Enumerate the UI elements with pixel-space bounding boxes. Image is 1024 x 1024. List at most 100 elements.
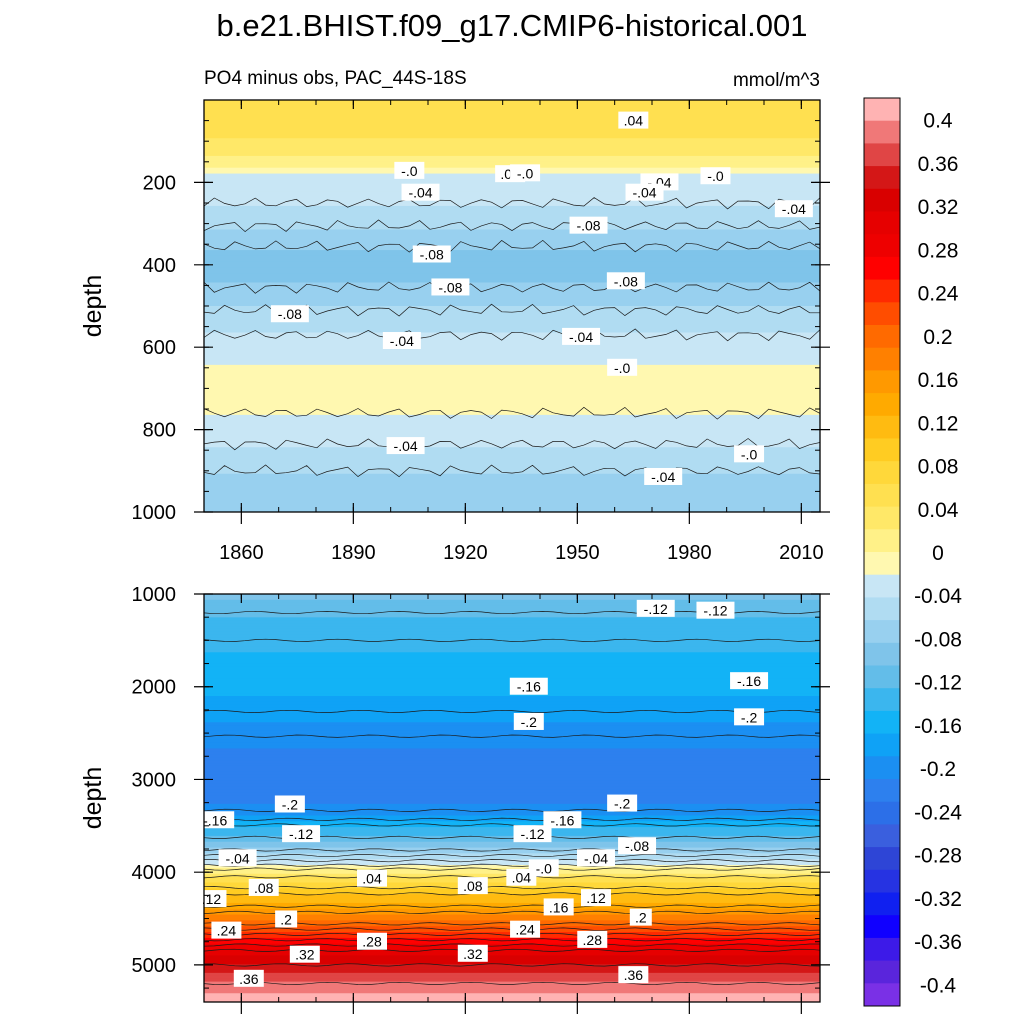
lower-contour-label-bg xyxy=(275,910,298,928)
lower-contour-label-text: -.0 xyxy=(536,860,553,876)
colorbar-label: -0.2 xyxy=(920,758,956,781)
upper-fill-band xyxy=(204,267,820,272)
lower-contour-label: -.16 xyxy=(730,672,769,690)
upper-contour-label: -.08 xyxy=(606,272,645,290)
lower-contour-line xyxy=(204,963,820,967)
upper-fill-band xyxy=(204,464,820,469)
lower-fill-band xyxy=(204,643,820,648)
lower-contour-label-text: .2 xyxy=(280,911,292,927)
upper-contour-line xyxy=(204,196,820,210)
upper-fill-band xyxy=(204,300,820,304)
colorbar-label: 0.16 xyxy=(918,369,959,392)
lower-fill-band xyxy=(204,634,820,639)
lower-contour-label: -.2 xyxy=(607,794,638,812)
lower-contour-label: -.2 xyxy=(513,712,544,730)
lower-fill-band xyxy=(204,952,820,956)
lower-contour-label-bg xyxy=(577,930,608,948)
axes: 200 400 600 800 1000 1000 2000 3000 4000 5000 1860… xyxy=(132,99,830,1014)
lower-contour-label-text: -.12 xyxy=(289,826,313,842)
upper-fill-band xyxy=(204,238,820,242)
lower-contour-line xyxy=(204,817,820,821)
lower-contour-label-text: .08 xyxy=(254,880,274,896)
lower-contour-label-bg xyxy=(457,944,488,962)
lower-contour-label: .32 xyxy=(289,945,320,963)
upper-fill-band xyxy=(204,111,820,116)
colorbar-label: 0.36 xyxy=(918,153,959,176)
upper-fill-band xyxy=(204,214,820,219)
upper-fill-band xyxy=(204,291,820,295)
lower-contour-label-text: .36 xyxy=(624,967,644,983)
upper-fill-band xyxy=(204,197,820,201)
lower-contour-line xyxy=(204,709,820,713)
lower-contour-label-bg xyxy=(636,599,675,617)
upper-fill-band xyxy=(204,376,820,381)
upper-fill-band xyxy=(204,232,820,236)
upper-fill-band xyxy=(204,461,820,466)
upper-contour-label: -.04 xyxy=(562,327,601,345)
upper-fill-band xyxy=(204,194,820,198)
colorbar-segment xyxy=(864,370,900,394)
lower-contour-label-text: .32 xyxy=(295,947,315,963)
lower-fill-band xyxy=(204,908,820,913)
upper-fill-band xyxy=(204,255,820,260)
lower-fill-band xyxy=(204,905,820,910)
lower-contour-label: .04 xyxy=(506,868,537,886)
lower-fill-band xyxy=(204,806,820,811)
colorbar-label: -0.04 xyxy=(914,585,962,608)
upper-fill-band xyxy=(204,388,820,392)
upper-fill-band xyxy=(204,370,820,375)
upper-fill-band xyxy=(204,385,820,389)
lower-fill-band xyxy=(204,969,820,974)
upper-fill-band xyxy=(204,203,820,207)
lower-fill-band xyxy=(204,888,820,892)
colorbar-segment xyxy=(864,325,900,349)
upper-fill-band xyxy=(204,479,820,484)
lower-fill-band xyxy=(204,623,820,627)
upper-fill-band xyxy=(204,403,820,407)
upper-y-tick-label: 400 xyxy=(143,255,176,277)
lower-fill-band xyxy=(204,803,820,808)
upper-fill-band xyxy=(204,288,820,292)
lower-contour-label-bg xyxy=(457,877,488,895)
lower-fill-band xyxy=(204,815,820,819)
colorbar-segment xyxy=(864,756,900,780)
lower-fill-band xyxy=(204,984,820,989)
colorbar-label: -0.36 xyxy=(914,931,962,954)
upper-contour-label-text: -.08 xyxy=(420,247,444,263)
upper-contour-label-bg xyxy=(700,167,731,185)
lower-contour-label: .08 xyxy=(248,878,279,896)
lower-fill-band xyxy=(204,748,820,752)
colorbar-label: 0.4 xyxy=(923,110,953,133)
lower-fill-band xyxy=(204,730,820,735)
upper-fill-band xyxy=(204,361,820,366)
upper-fill-band xyxy=(204,482,820,487)
lower-contour-label: -.12 xyxy=(513,825,552,843)
lower-fill-band xyxy=(204,716,820,720)
lower-fill-band xyxy=(204,777,820,782)
lower-fill-band xyxy=(204,841,820,846)
lower-contour-label-bg xyxy=(357,932,387,950)
lower-fill-band xyxy=(204,666,820,671)
x-tick-label: 2010 xyxy=(779,542,824,564)
upper-fill-band xyxy=(204,432,820,437)
colorbar-segment xyxy=(864,461,900,485)
lower-fill-band xyxy=(204,765,820,770)
lower-contour-label: -.16 xyxy=(196,811,235,829)
lower-contour-line xyxy=(204,981,820,985)
upper-fill-band xyxy=(204,229,820,234)
colorbar-label: 0 xyxy=(932,542,944,565)
lower-contour-line xyxy=(204,892,820,896)
lower-contour-label: .2 xyxy=(275,910,298,928)
lower-contour-label-bg xyxy=(211,921,242,939)
upper-fill-band xyxy=(204,211,820,216)
lower-contour-label-text: .28 xyxy=(362,934,382,950)
upper-fill-band xyxy=(204,253,820,257)
upper-fill-band xyxy=(204,161,820,166)
colorbar-segment xyxy=(864,302,900,326)
upper-fill-band xyxy=(204,497,820,501)
upper-contour-label: -.08 xyxy=(569,216,608,234)
upper-fill-band xyxy=(204,379,820,384)
upper-fill-band xyxy=(204,491,820,495)
lower-fill-band xyxy=(204,987,820,991)
upper-fill-band xyxy=(204,467,820,472)
